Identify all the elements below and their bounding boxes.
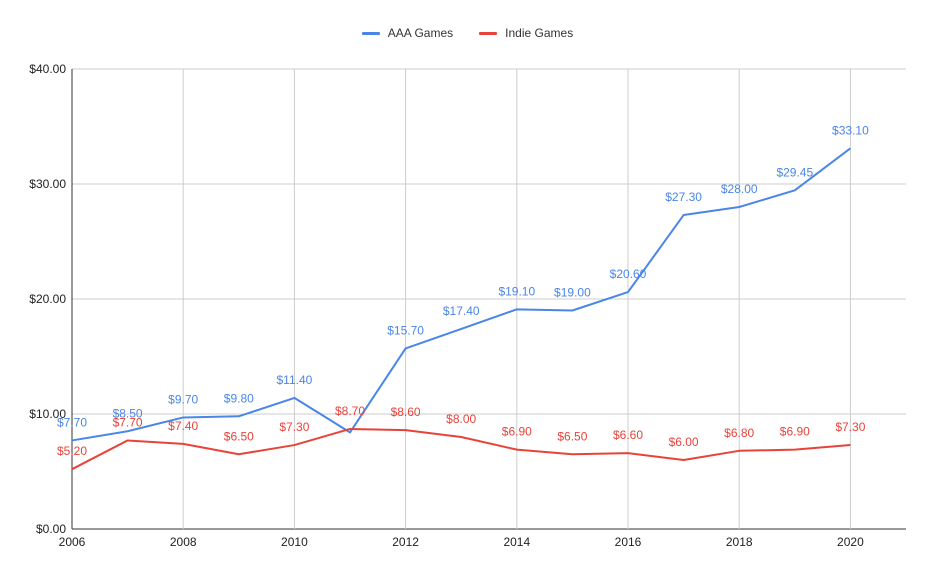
- data-label: $8.00: [446, 412, 476, 426]
- y-tick-label: $40.00: [29, 62, 66, 76]
- data-label: $17.40: [443, 304, 480, 318]
- legend: AAA Games Indie Games: [0, 26, 935, 40]
- y-tick-label: $0.00: [36, 522, 66, 536]
- grid: [71, 68, 906, 530]
- y-tick-label: $30.00: [29, 177, 66, 191]
- legend-item-indie-games[interactable]: Indie Games: [479, 26, 573, 40]
- data-label: $6.90: [780, 425, 810, 439]
- data-label: $6.50: [224, 429, 254, 443]
- data-label: $6.60: [613, 428, 643, 442]
- axes: $0.00 $10.00 $20.00 $30.00 $40.00 2006 2008 201…: [29, 62, 864, 549]
- legend-label-aaa: AAA Games: [387, 26, 454, 40]
- data-label: $6.80: [724, 426, 754, 440]
- series: [71, 147, 852, 471]
- data-label: $5.20: [57, 444, 87, 458]
- data-label: $8.70: [335, 404, 365, 418]
- data-label: $27.30: [665, 190, 702, 204]
- x-tick-label: 2018: [726, 535, 753, 549]
- data-label: $7.30: [279, 420, 309, 434]
- data-label: $8.50: [113, 406, 143, 420]
- y-tick-label: $10.00: [29, 407, 66, 421]
- legend-label-indie: Indie Games: [505, 26, 574, 40]
- data-label: $19.00: [554, 286, 591, 300]
- x-tick-label: 2012: [392, 535, 419, 549]
- legend-swatch-indie: [479, 31, 498, 35]
- y-tick-label: $20.00: [29, 292, 66, 306]
- data-label: $33.10: [832, 123, 869, 137]
- series-line-indie-games[interactable]: [71, 427, 851, 471]
- legend-swatch-aaa: [361, 31, 380, 35]
- data-label: $15.70: [387, 323, 424, 337]
- data-label: $20.60: [610, 267, 647, 281]
- x-tick-label: 2008: [170, 535, 197, 549]
- data-label: $7.70: [57, 415, 87, 429]
- x-tick-label: 2010: [281, 535, 308, 549]
- data-label: $9.80: [224, 391, 254, 405]
- x-tick-label: 2006: [59, 535, 86, 549]
- data-labels: $7.70$8.50$9.70 $9.80$11.40$15.70$17.40$1…: [57, 123, 869, 458]
- data-label: $7.30: [835, 420, 865, 434]
- x-tick-label: 2016: [615, 535, 642, 549]
- x-tick-label: 2014: [503, 535, 530, 549]
- series-line-aaa-games[interactable]: [71, 147, 852, 442]
- legend-item-aaa-games[interactable]: AAA Games: [361, 26, 454, 40]
- data-label: $7.70: [113, 415, 143, 429]
- data-label: $28.00: [721, 182, 758, 196]
- data-label: $6.00: [669, 435, 699, 449]
- data-label: $11.40: [276, 373, 312, 387]
- data-label: $8.60: [391, 405, 421, 419]
- data-label: $29.45: [776, 165, 813, 179]
- data-label: $6.90: [502, 425, 532, 439]
- data-label: $19.10: [498, 284, 535, 298]
- x-tick-label: 2020: [837, 535, 864, 549]
- data-label: $9.70: [168, 392, 198, 406]
- data-label: $6.50: [557, 429, 587, 443]
- data-label: $7.40: [168, 419, 198, 433]
